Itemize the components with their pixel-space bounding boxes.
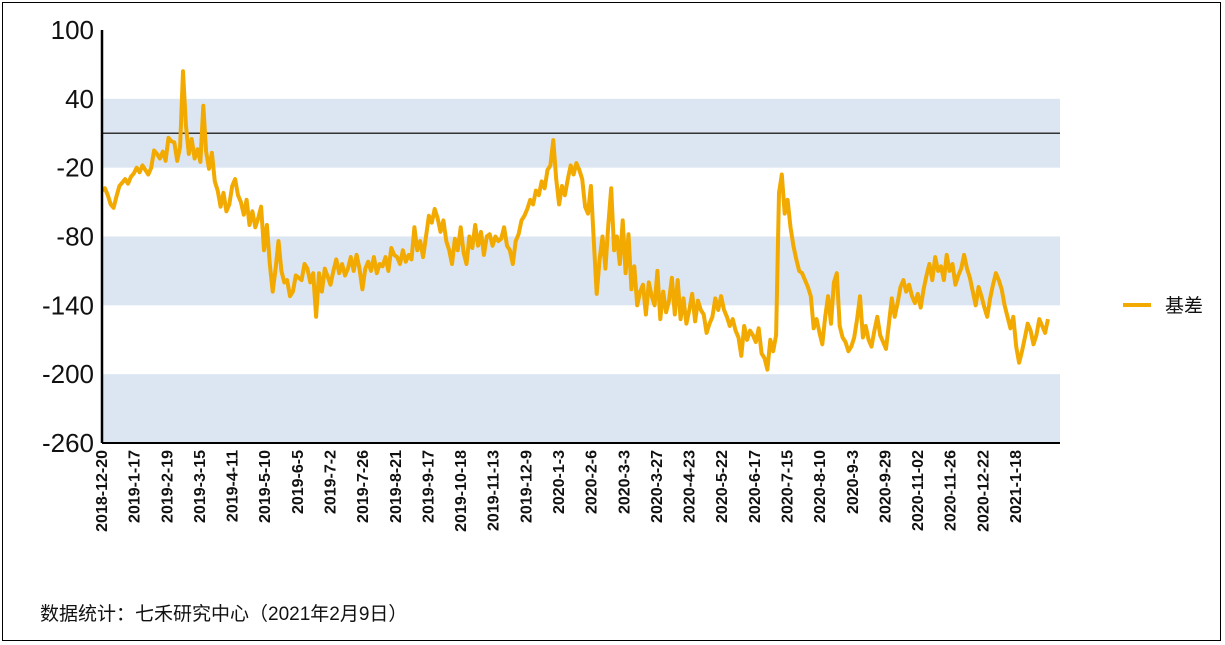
x-tick-label: 2019-10-18 — [453, 450, 470, 532]
x-tick-label: 2020-5-22 — [714, 450, 731, 523]
y-tick-labels: 100 40 -20 -80 -140 -200 -260 — [42, 15, 94, 458]
source-note: 数据统计：七禾研究中心（2021年2月9日） — [40, 604, 408, 625]
x-tick-label: 2020-9-29 — [877, 450, 894, 523]
band-5 — [102, 374, 1060, 443]
legend[interactable]: 基差 — [1123, 295, 1203, 317]
x-tick-label: 2019-11-13 — [486, 450, 503, 531]
x-tick-label: 2019-7-26 — [355, 450, 372, 523]
x-tick-label: 2019-1-17 — [127, 450, 144, 523]
x-tick-label: 2019-12-9 — [518, 450, 535, 523]
x-tick-label: 2020-11-26 — [943, 450, 960, 531]
x-tick-label: 2020-3-3 — [616, 450, 633, 514]
y-tick-label: -80 — [56, 222, 94, 252]
x-tick-label: 2019-9-17 — [420, 450, 437, 523]
x-tick-label: 2020-7-15 — [780, 450, 797, 523]
x-tick-labels: 2018-12-20 2019-1-17 2019-2-19 2019-3-15 201… — [94, 450, 1025, 532]
series-line-0 — [100, 69, 1050, 372]
axes — [100, 30, 1060, 444]
x-tick-label: 2020-6-17 — [747, 450, 764, 523]
legend-label: 基差 — [1165, 295, 1203, 317]
x-tick-label: 2020-12-22 — [975, 450, 992, 532]
x-tick-label: 2020-2-6 — [584, 450, 601, 514]
x-tick-label: 2020-4-23 — [682, 450, 699, 523]
y-tick-label: -20 — [56, 153, 94, 183]
y-tick-label: 40 — [65, 84, 94, 114]
x-tick-label: 2019-7-2 — [323, 450, 340, 514]
x-tick-label: 2019-6-5 — [290, 450, 307, 514]
x-tick-label: 2019-8-21 — [388, 450, 405, 523]
x-tick-label: 2020-1-3 — [551, 450, 568, 514]
x-tick-label: 2019-4-11 — [225, 450, 242, 522]
x-tick-label: 2020-9-3 — [845, 450, 862, 514]
x-tick-label: 2020-11-02 — [910, 450, 927, 531]
y-tick-label: -140 — [42, 290, 94, 320]
x-tick-label: 2020-3-27 — [649, 450, 666, 523]
x-tick-label: 2019-2-19 — [159, 450, 176, 523]
y-tick-label: -260 — [42, 428, 94, 458]
x-tick-label: 2020-8-10 — [812, 450, 829, 523]
background-bands — [102, 98, 1060, 443]
series-group — [100, 69, 1050, 372]
x-tick-label: 2019-5-10 — [257, 450, 274, 523]
y-tick-label: -200 — [42, 359, 94, 389]
x-tick-label: 2018-12-20 — [94, 450, 111, 532]
x-tick-label: 2021-1-18 — [1008, 450, 1025, 523]
y-tick-label: 100 — [51, 15, 94, 45]
x-tick-label: 2019-3-15 — [192, 450, 209, 523]
